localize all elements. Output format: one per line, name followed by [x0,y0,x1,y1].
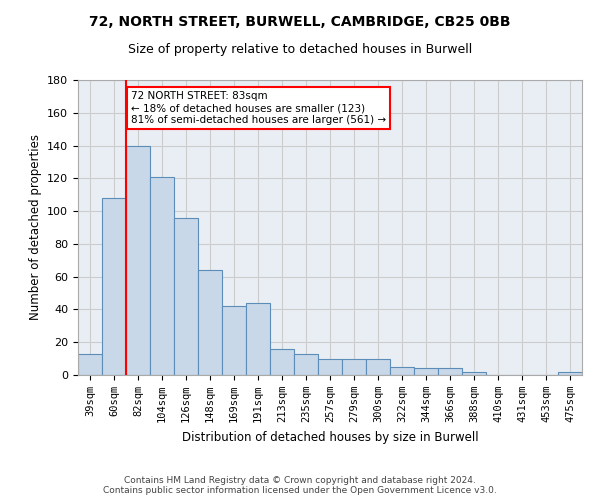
Bar [558,372,582,375]
Bar [438,368,462,375]
Bar [174,218,198,375]
Bar [102,198,126,375]
Bar [222,306,246,375]
Bar [150,176,174,375]
Bar [270,349,294,375]
Bar [246,303,270,375]
Bar [318,358,342,375]
Text: 72, NORTH STREET, BURWELL, CAMBRIDGE, CB25 0BB: 72, NORTH STREET, BURWELL, CAMBRIDGE, CB… [89,15,511,29]
Bar [342,358,366,375]
Text: Contains HM Land Registry data © Crown copyright and database right 2024.
Contai: Contains HM Land Registry data © Crown c… [103,476,497,495]
Bar [126,146,150,375]
Text: Size of property relative to detached houses in Burwell: Size of property relative to detached ho… [128,42,472,56]
Bar [78,354,102,375]
Bar [198,270,222,375]
Bar [366,358,390,375]
Bar [414,368,438,375]
Text: 72 NORTH STREET: 83sqm
← 18% of detached houses are smaller (123)
81% of semi-de: 72 NORTH STREET: 83sqm ← 18% of detached… [131,92,386,124]
Bar [390,367,414,375]
X-axis label: Distribution of detached houses by size in Burwell: Distribution of detached houses by size … [182,430,478,444]
Bar [462,372,486,375]
Bar [294,354,318,375]
Y-axis label: Number of detached properties: Number of detached properties [29,134,41,320]
